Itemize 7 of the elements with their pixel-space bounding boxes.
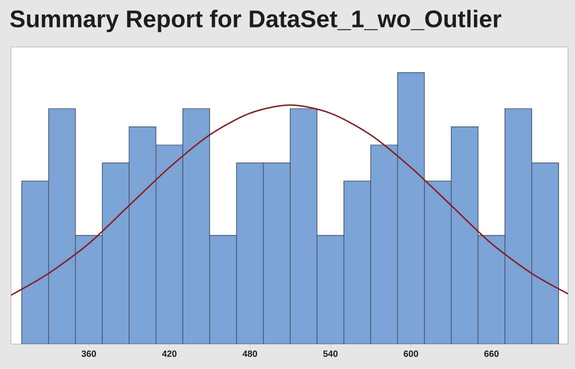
chart-title: Summary Report for DataSet_1_wo_Outlier [10, 10, 502, 32]
x-tick-label: 360 [82, 350, 96, 357]
x-tick-label: 540 [323, 350, 338, 357]
x-tick-label: 600 [404, 350, 418, 357]
x-tick-label: 480 [242, 350, 258, 357]
x-tick-label: 660 [484, 350, 499, 357]
x-tick-label: 420 [162, 350, 177, 357]
